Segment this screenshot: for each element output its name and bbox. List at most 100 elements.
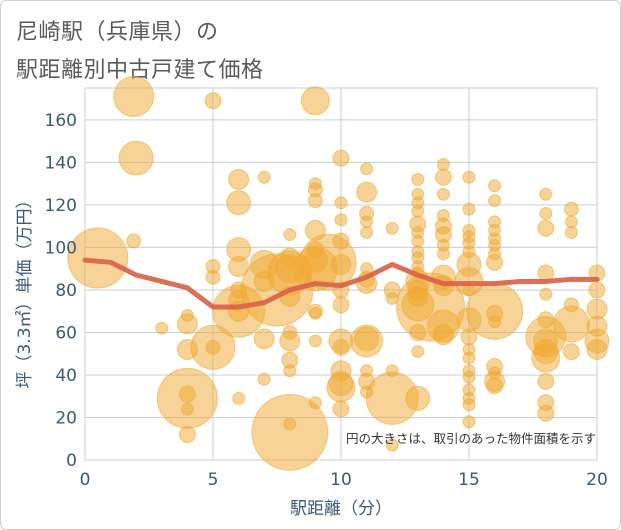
data-bubble [563, 201, 579, 217]
data-bubble [257, 170, 271, 184]
data-bubble [334, 196, 348, 210]
y-tick-label: 160 [45, 111, 77, 131]
data-bubble [283, 364, 297, 378]
y-axis-label: 坪（3.3㎡）単価（万円） [15, 191, 35, 388]
y-tick-label: 20 [55, 408, 77, 428]
data-bubble [332, 296, 350, 314]
size-note: 円の大きさは、取引のあった物件面積を示す [346, 431, 596, 446]
data-bubble [308, 396, 322, 410]
data-bubble [118, 140, 154, 176]
data-bubble [332, 149, 350, 167]
x-tick-label: 0 [80, 470, 91, 490]
data-bubble [586, 338, 608, 360]
data-bubble [488, 179, 502, 193]
data-bubble [332, 338, 350, 356]
data-bubble [205, 269, 221, 285]
data-bubble [539, 187, 553, 201]
data-bubble [588, 281, 606, 299]
y-tick-label: 0 [66, 451, 77, 471]
data-bubble [113, 76, 155, 118]
data-bubble [205, 339, 221, 355]
y-tick-label: 100 [45, 238, 77, 258]
data-bubble [488, 315, 502, 329]
data-bubble [257, 372, 271, 386]
data-bubble [326, 373, 356, 403]
data-bubble [462, 398, 476, 412]
data-bubble [436, 158, 450, 172]
data-bubble [308, 334, 322, 348]
bubble-layer [67, 76, 610, 471]
data-bubble [462, 370, 476, 384]
x-tick-label: 20 [586, 470, 608, 490]
y-tick-label: 40 [55, 366, 77, 386]
data-bubble [488, 194, 502, 208]
data-bubble [204, 92, 222, 110]
y-tick-label: 140 [45, 153, 77, 173]
data-bubble [178, 385, 196, 403]
data-bubble [562, 343, 580, 361]
data-bubble [411, 172, 425, 186]
data-bubble [251, 393, 329, 471]
data-bubble [434, 168, 452, 186]
axes: 0 20 40 60 80 100 120 140 160 0 5 10 15 20 [45, 111, 608, 490]
x-tick-label: 10 [330, 470, 352, 490]
data-bubble [356, 181, 378, 203]
data-bubble [334, 213, 348, 227]
data-bubble [279, 330, 301, 352]
data-bubble [411, 204, 425, 218]
data-bubble [228, 256, 250, 278]
data-bubble [462, 202, 476, 216]
data-bubble [462, 170, 476, 184]
y-tick-label: 80 [55, 281, 77, 301]
data-bubble [332, 400, 350, 418]
data-bubble [350, 324, 384, 358]
data-bubble [253, 328, 275, 350]
x-tick-label: 15 [458, 470, 480, 490]
data-bubble [300, 86, 330, 116]
x-axis-label: 駅距離（分） [290, 499, 392, 519]
data-bubble [531, 343, 561, 373]
data-bubble [462, 351, 476, 365]
data-bubble [564, 226, 578, 240]
data-bubble [432, 324, 454, 346]
data-bubble [537, 404, 555, 422]
data-bubble [232, 391, 246, 405]
data-bubble [537, 372, 555, 390]
data-bubble [226, 190, 252, 216]
chart-title-line1: 尼崎駅（兵庫県）の [16, 20, 219, 45]
data-bubble [552, 305, 590, 343]
data-bubble [178, 425, 196, 443]
data-bubble [486, 377, 504, 395]
y-tick-label: 120 [45, 196, 77, 216]
x-tick-label: 5 [208, 470, 219, 490]
data-bubble [436, 187, 450, 201]
data-bubble [360, 226, 374, 240]
data-bubble [411, 345, 425, 359]
data-bubble [385, 438, 399, 452]
trend-line [82, 257, 600, 310]
data-bubble [330, 253, 352, 275]
data-bubble [539, 206, 553, 220]
data-bubble [385, 221, 399, 235]
data-bubble [462, 415, 476, 429]
data-bubble [228, 168, 250, 190]
data-bubble [155, 321, 169, 335]
data-bubble [283, 228, 297, 242]
data-bubble [360, 162, 374, 176]
data-bubble [537, 219, 555, 237]
data-bubble [486, 253, 504, 271]
trend-line-layer [82, 257, 600, 310]
data-bubble [308, 306, 322, 320]
y-tick-label: 60 [55, 323, 77, 343]
data-bubble [283, 417, 297, 431]
data-bubble [126, 233, 142, 249]
data-bubble [539, 287, 553, 301]
data-bubble [307, 193, 323, 209]
data-bubble [405, 385, 431, 411]
data-bubble [436, 247, 450, 261]
data-bubble [67, 227, 129, 289]
data-bubble [332, 232, 350, 250]
data-bubble [180, 402, 194, 416]
data-bubble [180, 308, 194, 322]
